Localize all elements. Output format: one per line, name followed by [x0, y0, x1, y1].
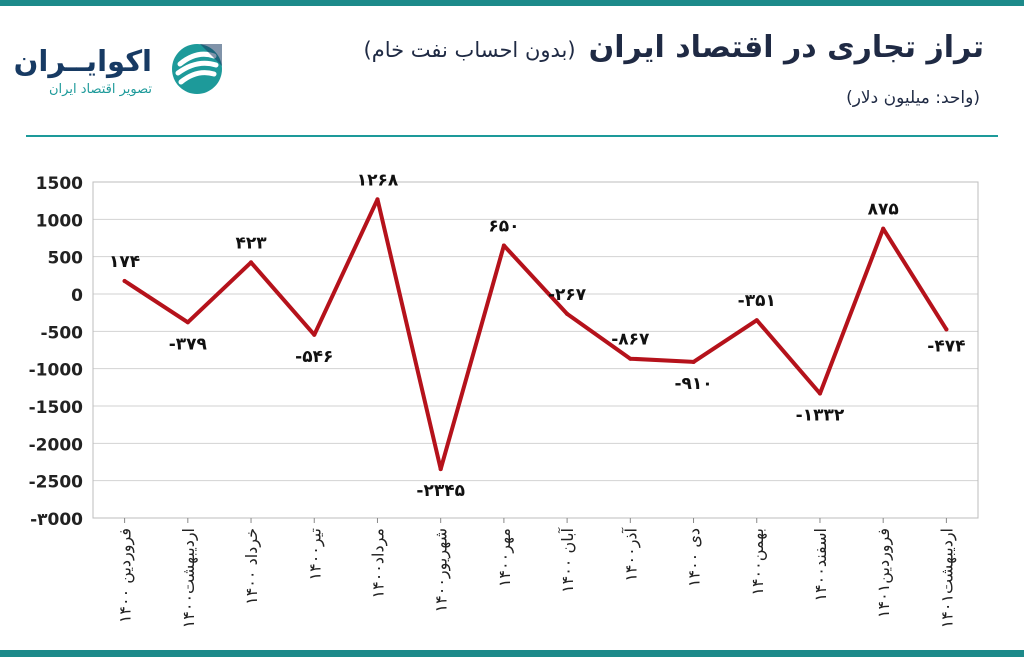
x-tick-label: آذر۱۴۰۰: [621, 526, 641, 581]
x-tick-label: دی ۱۴۰۰: [685, 528, 704, 587]
x-tick-label: بهمن۱۴۰۰: [748, 528, 768, 596]
y-tick-label: -1500: [29, 398, 84, 418]
bottom-accent-bar: [0, 650, 1024, 657]
data-label: ۶۵۰: [488, 216, 519, 236]
data-point: [438, 467, 443, 472]
brand-name: اکوایــران: [13, 44, 152, 78]
data-label: ۴۲۳: [235, 233, 267, 253]
data-point: [565, 311, 570, 316]
data-label: -۳۷۹: [169, 334, 208, 354]
series-line: [122, 197, 949, 472]
x-tick-label: خرداد ۱۴۰۰: [242, 528, 262, 605]
data-point: [691, 359, 696, 364]
unit-label: (واحد: میلیون دلار): [846, 88, 980, 108]
y-tick-label: -2500: [29, 473, 84, 493]
y-tick-label: -1000: [29, 361, 84, 381]
data-point: [881, 226, 886, 231]
data-point: [501, 243, 506, 248]
data-label: -۲۳۴۵: [416, 481, 465, 501]
y-tick-label: -۳000: [30, 510, 83, 530]
title-main: تراز تجاری در اقتصاد ایران: [588, 30, 984, 65]
data-point: [312, 332, 317, 337]
brand-logo: اکوایــران تصویر اقتصاد ایران: [13, 38, 222, 108]
y-tick-label: 1500: [36, 174, 83, 194]
chart-title: تراز تجاری در اقتصاد ایران (بدون احساب ن…: [364, 30, 984, 65]
y-tick-label: -2000: [29, 435, 84, 455]
data-point: [944, 327, 949, 332]
x-tick-label: فروردین۱۴۰۱: [874, 528, 894, 618]
x-tick-label: فروردین ۱۴۰۰: [116, 528, 136, 623]
y-tick-label: 1000: [36, 211, 83, 231]
header-divider: [26, 135, 998, 137]
x-tick-label: اسفند۱۴۰۰: [811, 528, 830, 602]
data-label: -۸۶۷: [611, 330, 650, 350]
data-label: -۹۱۰: [674, 374, 712, 394]
data-label: ۱۷۴: [109, 252, 140, 272]
x-tick-label: تیر۱۴۰۰: [305, 528, 325, 580]
x-tick-label: مهر۱۴۰۰: [495, 528, 515, 587]
y-tick-label: 0: [71, 286, 83, 306]
plot-frame: [92, 181, 979, 519]
x-tick-label: مرداد۱۴۰۰: [368, 528, 388, 598]
data-label: -۵۴۶: [295, 347, 333, 367]
brand-tagline: تصویر اقتصاد ایران: [49, 82, 152, 97]
data-label: -۱۳۳۲: [796, 405, 845, 425]
ecoiran-logo-icon: [172, 44, 222, 94]
data-point: [185, 320, 190, 325]
top-accent-bar: [0, 0, 1024, 6]
x-tick-label: اردیبهشت۱۴۰۰: [179, 528, 199, 628]
title-subtitle: (بدون احساب نفت خام): [363, 38, 576, 62]
x-tick-label: آبان ۱۴۰۰: [558, 526, 577, 593]
data-point: [628, 356, 633, 361]
y-tick-label: -500: [40, 323, 83, 343]
data-point: [817, 391, 822, 396]
y-tick-label: 500: [48, 249, 84, 269]
x-tick-label: شهریور۱۴۰۰: [432, 528, 452, 612]
data-point: [375, 197, 380, 202]
data-point: [754, 318, 759, 323]
data-point: [122, 279, 127, 284]
data-label: -۴۷۴: [927, 336, 965, 356]
data-label: -۲۶۷: [548, 285, 587, 305]
data-label: ۱۲۶۸: [357, 170, 399, 190]
data-label: ۸۷۵: [868, 200, 899, 220]
x-tick-label: اردیبهشت۱۴۰۱: [937, 528, 957, 628]
data-point: [249, 260, 254, 265]
data-label: -۳۵۱: [738, 291, 776, 311]
